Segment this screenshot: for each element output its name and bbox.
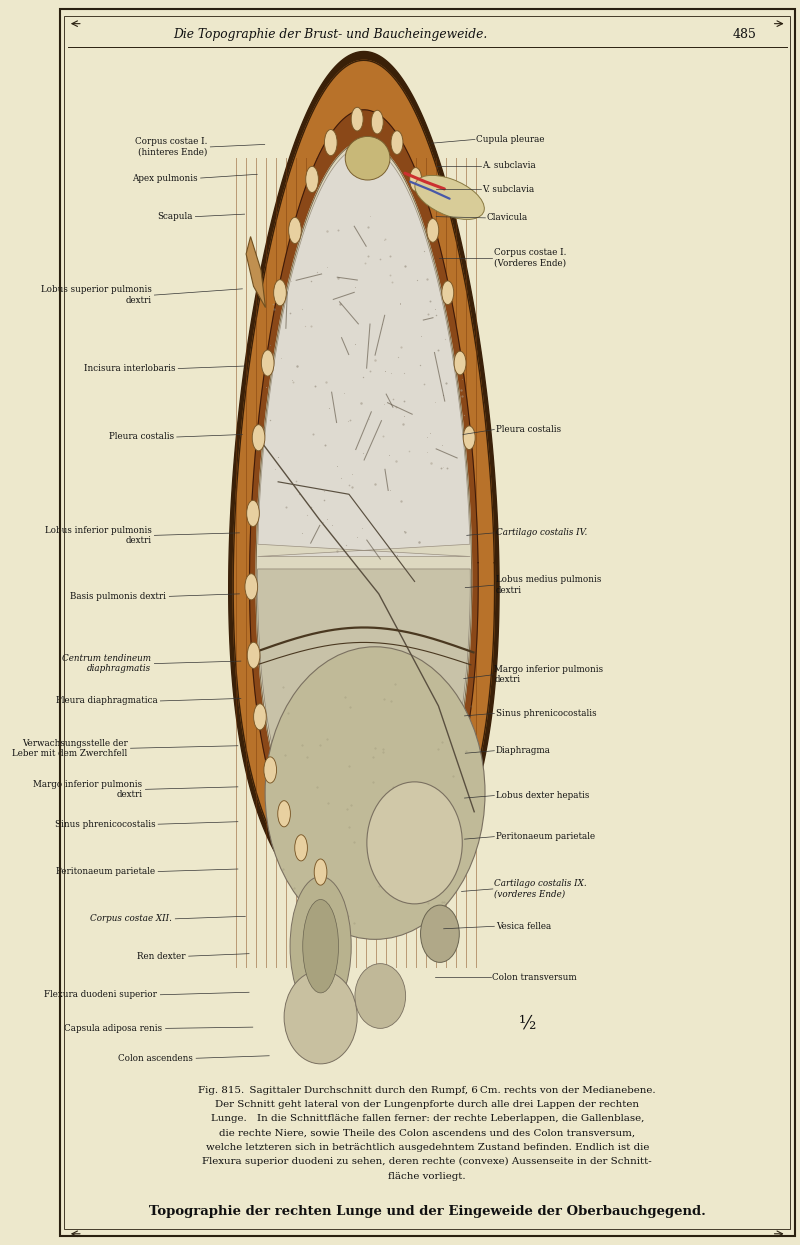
Text: Centrum tendineum
diaphragmatis: Centrum tendineum diaphragmatis <box>62 654 151 674</box>
Text: Der Schnitt geht lateral von der Lungenpforte durch alle drei Lappen der rechten: Der Schnitt geht lateral von der Lungenp… <box>215 1101 639 1109</box>
Text: Pleura costalis: Pleura costalis <box>496 425 561 435</box>
Text: fläche vorliegt.: fläche vorliegt. <box>389 1172 466 1180</box>
Polygon shape <box>258 569 470 883</box>
Text: Lobus superior pulmonis
dextri: Lobus superior pulmonis dextri <box>41 285 151 305</box>
Text: Lobus medius pulmonis
dextri: Lobus medius pulmonis dextri <box>496 575 602 595</box>
Ellipse shape <box>371 111 383 134</box>
Text: Clavicula: Clavicula <box>487 213 528 223</box>
Text: Fig. 815. Sagittaler Durchschnitt durch den Rumpf, 6 Cm. rechts von der Medianeb: Fig. 815. Sagittaler Durchschnitt durch … <box>198 1086 656 1094</box>
Text: Margo inferior pulmonis
dextri: Margo inferior pulmonis dextri <box>494 665 603 685</box>
Text: Corpus costae XII.: Corpus costae XII. <box>90 914 172 924</box>
Text: Flexura superior duodeni zu sehen, deren rechte (convexe) Aussenseite in der Sch: Flexura superior duodeni zu sehen, deren… <box>202 1158 652 1167</box>
Text: ½: ½ <box>519 1015 537 1032</box>
Text: Sinus phrenicocostalis: Sinus phrenicocostalis <box>496 708 597 718</box>
Text: Corpus costae I.
(hinteres Ende): Corpus costae I. (hinteres Ende) <box>135 137 207 157</box>
Ellipse shape <box>410 168 422 192</box>
Ellipse shape <box>427 219 438 243</box>
Text: Lobus inferior pulmonis
dextri: Lobus inferior pulmonis dextri <box>45 525 151 545</box>
Text: die rechte Niere, sowie Theile des Colon ascendens und des Colon transversum,: die rechte Niere, sowie Theile des Colon… <box>219 1128 635 1138</box>
Polygon shape <box>229 51 499 918</box>
Ellipse shape <box>284 971 357 1063</box>
Text: Pleura costalis: Pleura costalis <box>109 432 174 442</box>
Text: Peritonaeum parietale: Peritonaeum parietale <box>56 867 155 876</box>
Text: Ren dexter: Ren dexter <box>137 951 186 961</box>
Text: Pleura diaphragmatica: Pleura diaphragmatica <box>56 696 158 706</box>
Text: Incisura interlobaris: Incisura interlobaris <box>84 364 175 374</box>
Ellipse shape <box>274 280 286 306</box>
Ellipse shape <box>367 782 462 904</box>
Ellipse shape <box>245 574 258 600</box>
Text: Verwachsungsstelle der
Leber mit dem Zwerchfell: Verwachsungsstelle der Leber mit dem Zwe… <box>12 738 127 758</box>
Ellipse shape <box>415 176 484 219</box>
Ellipse shape <box>246 500 259 527</box>
Ellipse shape <box>265 646 485 939</box>
Text: Scapula: Scapula <box>157 212 193 222</box>
Ellipse shape <box>262 350 274 376</box>
Ellipse shape <box>351 107 363 131</box>
Ellipse shape <box>442 281 454 305</box>
Ellipse shape <box>306 167 318 193</box>
Ellipse shape <box>252 425 265 451</box>
Text: Colon transversum: Colon transversum <box>492 972 577 982</box>
Text: Capsula adiposa renis: Capsula adiposa renis <box>65 1023 162 1033</box>
Text: Cartilago costalis IV.: Cartilago costalis IV. <box>496 528 587 538</box>
Ellipse shape <box>355 964 406 1028</box>
Polygon shape <box>250 110 478 898</box>
Polygon shape <box>256 142 472 886</box>
Ellipse shape <box>421 905 459 962</box>
Text: Cupula pleurae: Cupula pleurae <box>477 134 545 144</box>
Polygon shape <box>233 60 494 911</box>
Text: Topographie der rechten Lunge und der Eingeweide der Oberbauchgegend.: Topographie der rechten Lunge und der Ei… <box>149 1205 706 1218</box>
Ellipse shape <box>294 834 307 860</box>
Text: Corpus costae I.
(Vorderes Ende): Corpus costae I. (Vorderes Ende) <box>494 248 566 268</box>
Text: Flexura duodeni superior: Flexura duodeni superior <box>45 990 158 1000</box>
Text: Lunge.  In die Schnittfläche fallen ferner: der rechte Leberlappen, die Gallenbl: Lunge. In die Schnittfläche fallen ferne… <box>210 1114 644 1123</box>
Ellipse shape <box>290 876 351 1016</box>
Ellipse shape <box>247 642 260 669</box>
Ellipse shape <box>325 129 337 156</box>
Ellipse shape <box>346 137 390 181</box>
Ellipse shape <box>289 218 302 244</box>
Ellipse shape <box>454 351 466 375</box>
Text: 485: 485 <box>732 29 756 41</box>
Text: Cartilago costalis IX.
(vorderes Ende): Cartilago costalis IX. (vorderes Ende) <box>494 879 587 899</box>
Text: Vesica fellea: Vesica fellea <box>496 921 551 931</box>
Ellipse shape <box>314 859 327 885</box>
Text: Sinus phrenicocostalis: Sinus phrenicocostalis <box>54 819 155 829</box>
Ellipse shape <box>391 131 403 154</box>
Text: Peritonaeum parietale: Peritonaeum parietale <box>496 832 595 842</box>
Text: Margo inferior pulmonis
dextri: Margo inferior pulmonis dextri <box>34 779 142 799</box>
Text: A. subclavia: A. subclavia <box>482 161 536 171</box>
Ellipse shape <box>264 757 277 783</box>
Ellipse shape <box>302 899 338 992</box>
Text: Lobus dexter hepatis: Lobus dexter hepatis <box>496 791 590 801</box>
Ellipse shape <box>254 703 266 730</box>
Ellipse shape <box>463 426 475 449</box>
Polygon shape <box>246 237 266 308</box>
Text: Colon ascendens: Colon ascendens <box>118 1053 193 1063</box>
Text: V. subclavia: V. subclavia <box>482 184 534 194</box>
Text: welche letzteren sich in beträchtlich ausgedehntem Zustand befinden. Endlich ist: welche letzteren sich in beträchtlich au… <box>206 1143 649 1152</box>
Text: Diaphragma: Diaphragma <box>496 746 551 756</box>
Text: Apex pulmonis: Apex pulmonis <box>132 173 198 183</box>
Text: Die Topographie der Brust- und Baucheingeweide.: Die Topographie der Brust- und Baucheing… <box>174 29 487 41</box>
Text: Basis pulmonis dextri: Basis pulmonis dextri <box>70 591 166 601</box>
Polygon shape <box>258 147 470 557</box>
Ellipse shape <box>278 801 290 827</box>
